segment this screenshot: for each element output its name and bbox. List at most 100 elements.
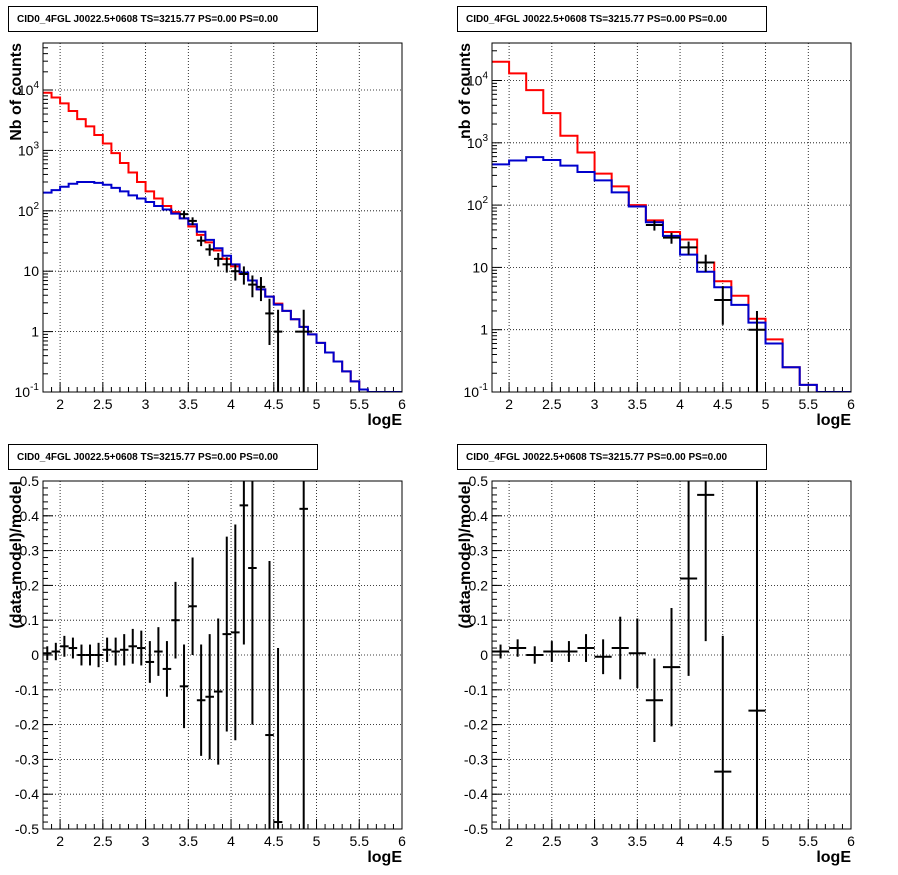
x-tick-label: 6 — [847, 833, 855, 849]
x-tick-label: 6 — [847, 396, 855, 412]
panel-title: CID0_4FGL J0022.5+0608 TS=3215.77 PS=0.0… — [8, 444, 318, 470]
y-axis-label: (data-model)/model — [457, 481, 474, 629]
x-tick-label: 5.5 — [799, 833, 819, 849]
data-point — [222, 536, 232, 732]
x-tick-label: 3.5 — [628, 833, 648, 849]
data-point — [77, 644, 86, 666]
data-point — [231, 524, 240, 741]
y-tick-label: 1 — [31, 324, 39, 340]
data-point — [162, 641, 172, 697]
y-tick-label: 103 — [18, 140, 40, 158]
counts-panel-left: 2 2.5 3 3.5 4 4.5 5 5.5 610-1110102103104logENb … — [8, 42, 406, 429]
data-point — [748, 310, 766, 392]
x-axis-label: logE — [816, 849, 851, 866]
data-point — [662, 608, 681, 727]
x-tick-label: 3.5 — [179, 833, 199, 849]
y-tick-label: -0.3 — [464, 751, 488, 767]
data-point — [265, 298, 274, 345]
counts-panel-right: 2 2.5 3 3.5 4 4.5 5 5.5 610-1110102103104logEnb … — [457, 42, 855, 429]
data-point — [543, 641, 561, 662]
y-tick-label: -0.4 — [15, 786, 39, 802]
y-tick-label: 0.5 — [20, 473, 40, 489]
y-tick-label: 0.3 — [20, 543, 40, 559]
data-point — [188, 557, 197, 655]
x-tick-label: 6 — [398, 396, 406, 412]
x-axis-label: logE — [367, 412, 402, 429]
model-series — [492, 156, 851, 392]
y-tick-label: 0.2 — [20, 577, 40, 593]
x-tick-label: 5.5 — [350, 833, 370, 849]
y-tick-label: -0.3 — [15, 751, 39, 767]
data-point — [611, 616, 629, 680]
y-tick-label: 10-1 — [464, 382, 489, 400]
data-point — [154, 627, 163, 676]
y-tick-label: -0.1 — [15, 682, 39, 698]
y-tick-label: 0.5 — [469, 473, 489, 489]
y-tick-label: -0.4 — [464, 786, 488, 802]
y-tick-label: 0.3 — [469, 543, 489, 559]
data-point — [205, 634, 214, 760]
model-series — [43, 180, 402, 392]
data-point — [179, 644, 189, 729]
plot-frame — [42, 42, 403, 393]
data-point — [662, 232, 681, 244]
data-point — [94, 642, 103, 668]
data-point — [137, 630, 146, 666]
x-tick-label: 3 — [142, 833, 150, 849]
x-tick-label: 3.5 — [179, 396, 199, 412]
data-point — [645, 220, 663, 231]
plot-frame — [42, 480, 403, 830]
x-tick-label: 2 — [505, 396, 513, 412]
y-tick-label: -0.5 — [15, 821, 39, 837]
data-point — [128, 628, 138, 664]
x-tick-label: 2.5 — [542, 833, 562, 849]
y-tick-label: 10 — [472, 259, 488, 275]
data-point — [222, 257, 232, 273]
x-tick-label: 4 — [227, 833, 235, 849]
data-point — [492, 644, 510, 659]
y-tick-label: 0 — [480, 647, 488, 663]
data-point — [213, 253, 223, 267]
y-axis-label: (data-model)/model — [8, 481, 25, 629]
panel-title: CID0_4FGL J0022.5+0608 TS=3215.77 PS=0.0… — [457, 444, 767, 470]
y-tick-label: 10 — [23, 263, 39, 279]
y-tick-label: 10-1 — [15, 382, 40, 400]
y-tick-label: 0.4 — [20, 508, 40, 524]
residual-panel-right: 2 2.5 3 3.5 4 4.5 5 5.5 6 -0.5 -0.4 -0.3 -0.2 -0.1 0 0.… — [457, 473, 855, 866]
data-point — [273, 309, 283, 392]
data-point — [680, 241, 698, 255]
data-point — [714, 635, 732, 829]
x-tick-label: 5 — [762, 833, 770, 849]
x-tick-label: 4 — [227, 396, 235, 412]
x-axis-label: logE — [816, 412, 851, 429]
x-tick-label: 3 — [591, 833, 599, 849]
y-axis-label: nb of counts — [457, 43, 474, 139]
y-tick-label: 102 — [467, 195, 489, 213]
x-tick-label: 5.5 — [350, 396, 370, 412]
x-tick-label: 2.5 — [93, 396, 113, 412]
data-point — [111, 637, 120, 666]
data-point — [196, 236, 206, 247]
x-tick-label: 2.5 — [542, 396, 562, 412]
panel-title: CID0_4FGL J0022.5+0608 TS=3215.77 PS=0.0… — [8, 6, 318, 32]
data-point — [43, 646, 52, 661]
data-point — [645, 658, 663, 742]
y-tick-label: -0.2 — [15, 717, 39, 733]
x-tick-label: 4 — [676, 833, 684, 849]
x-axis-label: logE — [367, 849, 402, 866]
x-tick-label: 4 — [676, 396, 684, 412]
y-tick-label: 1 — [480, 322, 488, 338]
data-point — [68, 637, 78, 659]
x-tick-label: 2 — [56, 396, 64, 412]
data-point — [239, 481, 249, 645]
data-point — [509, 639, 527, 657]
data-point — [265, 561, 274, 829]
data-point — [85, 644, 95, 666]
model-series — [492, 60, 851, 392]
residual-panel-left: 2 2.5 3 3.5 4 4.5 5 5.5 6 -0.5 -0.4 -0.3 -0.2 -0.1 0 0.… — [8, 473, 406, 866]
data-point — [299, 481, 308, 829]
y-tick-label: -0.5 — [464, 821, 488, 837]
data-point — [213, 618, 223, 765]
data-point — [256, 277, 266, 302]
